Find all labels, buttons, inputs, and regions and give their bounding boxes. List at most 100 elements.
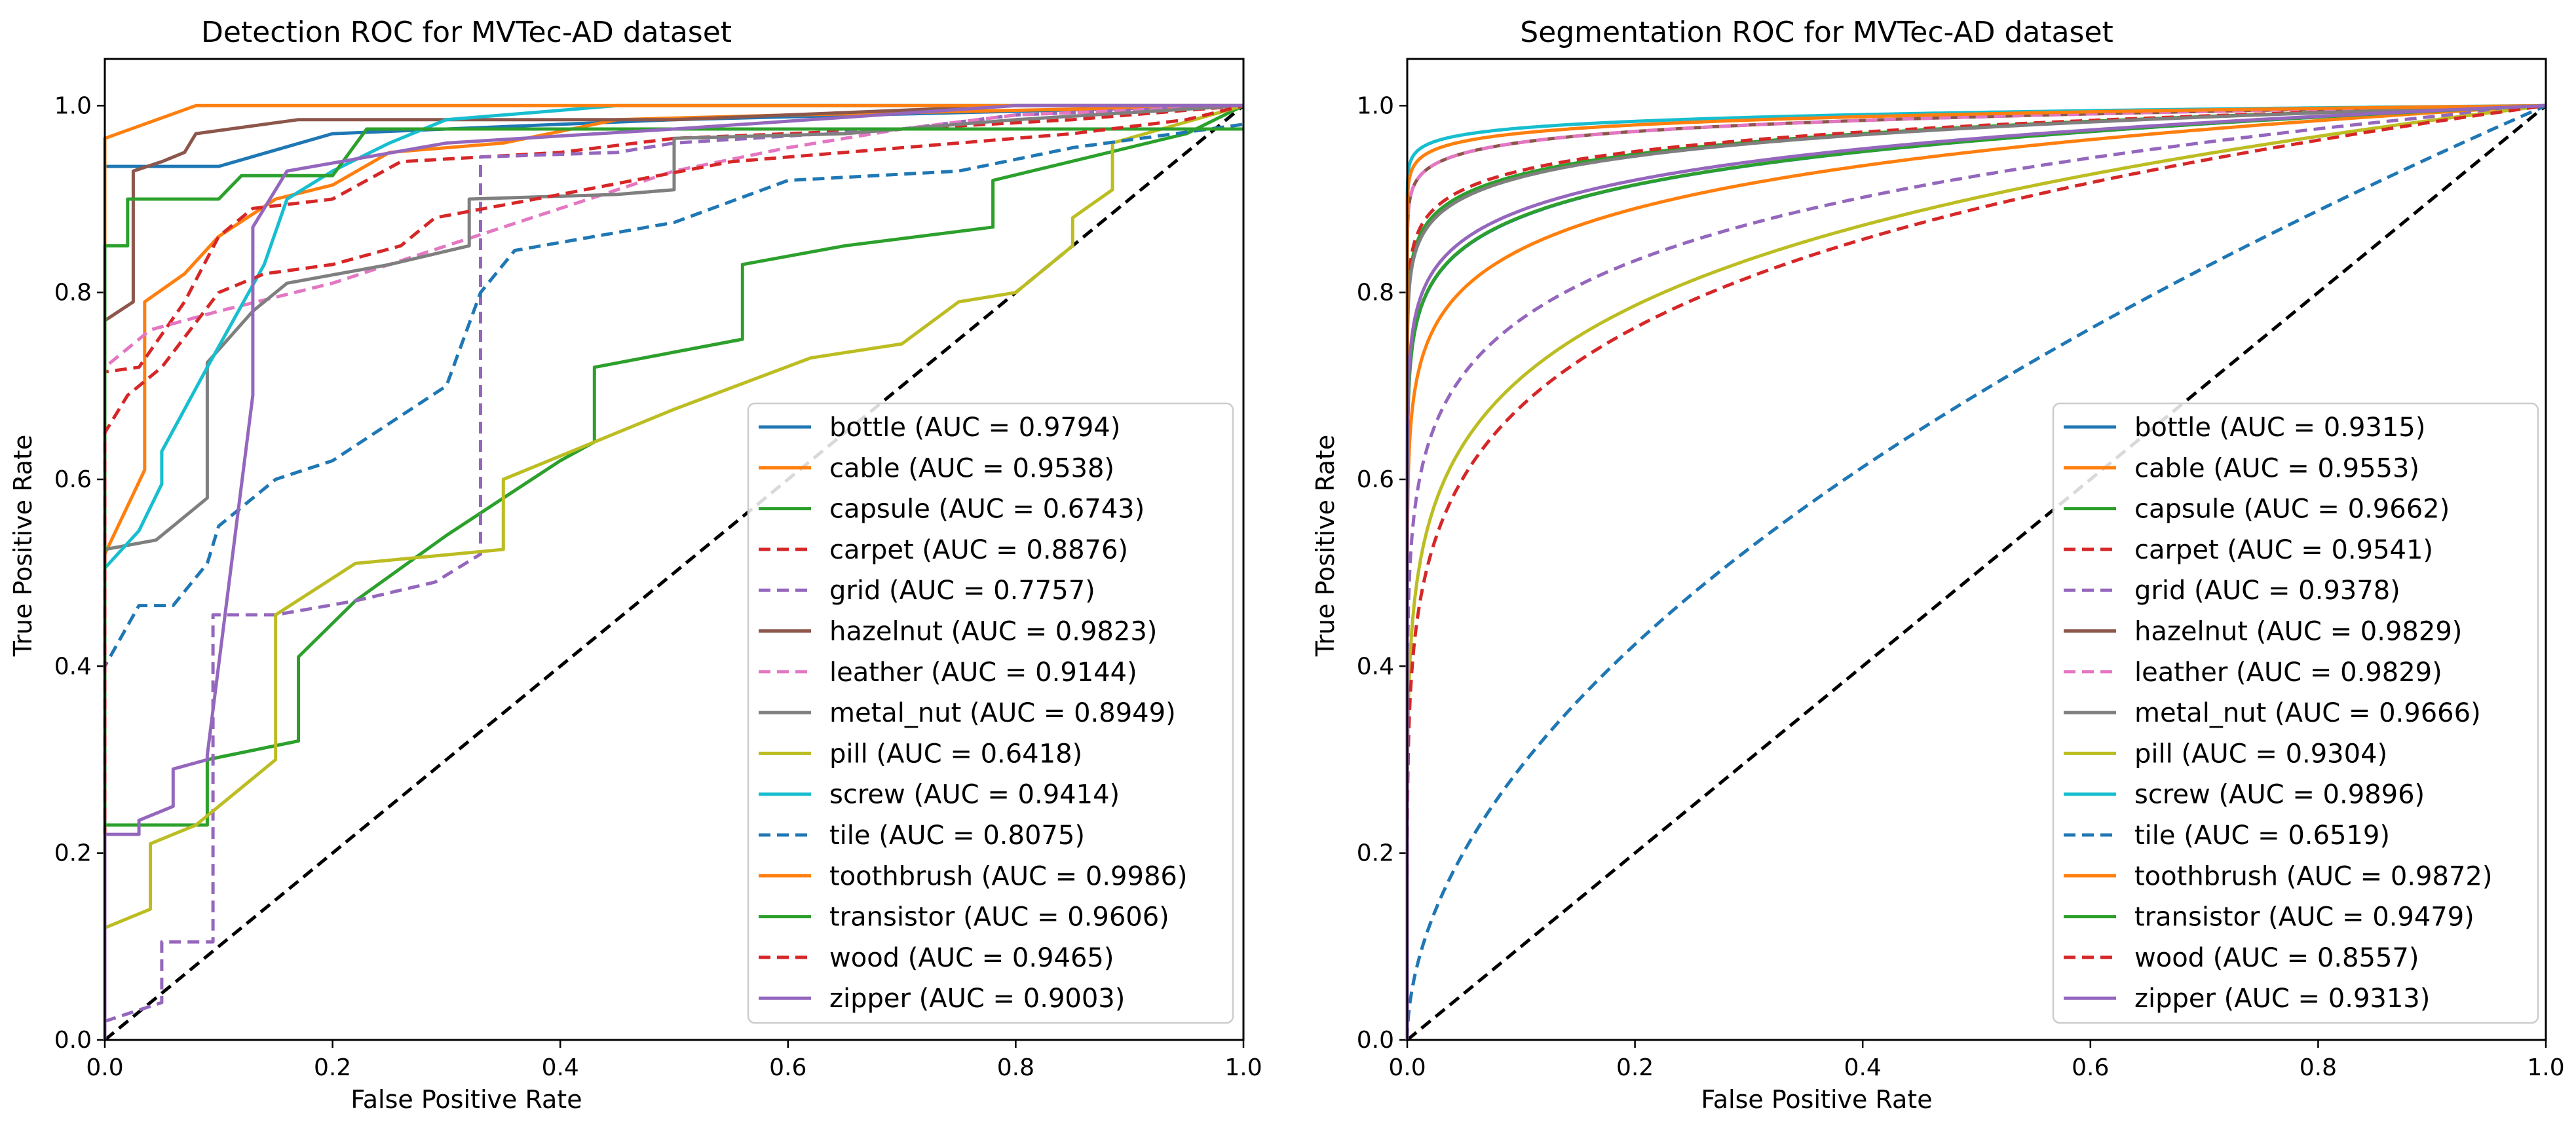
series-line-pill xyxy=(103,103,1244,1040)
series-line-tile xyxy=(1405,104,2547,1042)
legend-label: pill (AUC = 0.6418) xyxy=(829,739,1082,769)
legend-entry-leather: leather (AUC = 0.9829) xyxy=(2064,657,2442,688)
series-line-leather xyxy=(1405,103,2547,1040)
legend-label: carpet (AUC = 0.8876) xyxy=(829,535,1128,565)
legend-label: grid (AUC = 0.9378) xyxy=(2134,576,2400,606)
series-line-tile xyxy=(103,122,1244,1040)
legend-entry-zipper: zipper (AUC = 0.9313) xyxy=(2064,984,2430,1014)
series-line-transistor xyxy=(103,127,1243,1040)
legend-label: tile (AUC = 0.8075) xyxy=(829,821,1085,851)
legend-label: tile (AUC = 0.6519) xyxy=(2134,821,2390,851)
x-tick-label: 0.6 xyxy=(2072,1054,2109,1081)
legend-entry-capsule: capsule (AUC = 0.9662) xyxy=(2064,494,2450,525)
legend-entry-carpet: carpet (AUC = 0.9541) xyxy=(2064,535,2433,565)
segmentation-roc-chart: Segmentation ROC for MVTec-AD dataset Fa… xyxy=(1311,16,2565,1114)
series-line-metal-nut xyxy=(1405,103,2547,1040)
legend-entry-pill: pill (AUC = 0.6418) xyxy=(759,739,1082,769)
legend-label: grid (AUC = 0.7757) xyxy=(829,576,1095,606)
legend-label: transistor (AUC = 0.9606) xyxy=(829,902,1169,933)
chance-diagonal xyxy=(104,104,1245,1041)
legend-label: toothbrush (AUC = 0.9986) xyxy=(829,861,1187,891)
series-line-pill xyxy=(1405,103,2547,1040)
legend-label: transistor (AUC = 0.9479) xyxy=(2134,902,2474,933)
series-line-grid xyxy=(1405,103,2547,1040)
y-tick-label: 0.6 xyxy=(54,466,92,493)
y-tick-label: 0.6 xyxy=(1357,466,1394,493)
plot-frame xyxy=(104,58,1245,1041)
legend-entry-cable: cable (AUC = 0.9553) xyxy=(2064,453,2419,483)
legend-label: wood (AUC = 0.8557) xyxy=(2134,943,2419,973)
legend-label: hazelnut (AUC = 0.9829) xyxy=(2134,617,2462,647)
y-axis-label: True Positive Rate xyxy=(1311,435,1340,657)
legend-entry-metal-nut: metal_nut (AUC = 0.9666) xyxy=(2064,698,2481,728)
x-tick-label: 0.6 xyxy=(769,1054,806,1081)
series-line-carpet xyxy=(1405,103,2547,1040)
legend-entry-screw: screw (AUC = 0.9414) xyxy=(759,780,1120,810)
y-tick-label: 0.0 xyxy=(54,1027,92,1054)
x-tick-label: 0.2 xyxy=(314,1054,351,1081)
legend-entry-toothbrush: toothbrush (AUC = 0.9986) xyxy=(759,861,1187,891)
legend-label: leather (AUC = 0.9829) xyxy=(2134,657,2442,688)
legend-entry-wood: wood (AUC = 0.9465) xyxy=(759,943,1114,973)
legend: bottle (AUC = 0.9794) cable (AUC = 0.9538… xyxy=(747,402,1234,1024)
legend-entry-bottle: bottle (AUC = 0.9794) xyxy=(759,413,1120,443)
detection-roc-chart: Detection ROC for MVTec-AD dataset False… xyxy=(9,16,1262,1114)
chance-diagonal xyxy=(1406,104,2547,1041)
series-lines xyxy=(1405,103,2547,1042)
legend: bottle (AUC = 0.9315) cable (AUC = 0.9553… xyxy=(2052,402,2539,1024)
x-tick-label: 0.8 xyxy=(997,1054,1034,1081)
legend-entry-capsule: capsule (AUC = 0.6743) xyxy=(759,494,1145,525)
legend-entry-grid: grid (AUC = 0.9378) xyxy=(2064,576,2400,606)
legend-box xyxy=(747,402,1234,1024)
chart-title: Detection ROC for MVTec-AD dataset xyxy=(201,16,732,49)
x-tick-label: 0.0 xyxy=(1388,1054,1426,1081)
series-line-toothbrush xyxy=(1405,103,2547,1040)
axis-ticks: 0.0 0.2 0.4 0.6 0.8 1.0 0.0 0.2 0.4 0.6 0.8 1.0 xyxy=(1357,92,2565,1081)
legend-label: cable (AUC = 0.9538) xyxy=(829,453,1114,483)
series-line-screw xyxy=(103,103,1243,1040)
legend-entry-zipper: zipper (AUC = 0.9003) xyxy=(759,984,1125,1014)
legend-entry-bottle: bottle (AUC = 0.9315) xyxy=(2064,413,2425,443)
legend-entry-toothbrush: toothbrush (AUC = 0.9872) xyxy=(2064,861,2492,891)
x-tick-label: 0.2 xyxy=(1616,1054,1654,1081)
legend-label: bottle (AUC = 0.9794) xyxy=(829,413,1120,443)
legend-entry-hazelnut: hazelnut (AUC = 0.9829) xyxy=(2064,617,2462,647)
y-tick-label: 1.0 xyxy=(54,92,92,119)
y-tick-label: 1.0 xyxy=(1357,92,1394,119)
legend-entry-screw: screw (AUC = 0.9896) xyxy=(2064,780,2425,810)
x-tick-label: 1.0 xyxy=(1224,1054,1262,1081)
y-tick-label: 0.0 xyxy=(1357,1027,1394,1054)
series-line-zipper xyxy=(103,103,1243,1040)
y-axis-label: True Positive Rate xyxy=(9,435,37,657)
legend-entry-metal-nut: metal_nut (AUC = 0.8949) xyxy=(759,698,1176,728)
legend-entry-carpet: carpet (AUC = 0.8876) xyxy=(759,535,1128,565)
legend-label: leather (AUC = 0.9144) xyxy=(829,657,1137,688)
legend-label: metal_nut (AUC = 0.9666) xyxy=(2134,698,2481,728)
legend-label: carpet (AUC = 0.9541) xyxy=(2134,535,2433,565)
x-axis-label: False Positive Rate xyxy=(350,1085,582,1114)
legend-label: toothbrush (AUC = 0.9872) xyxy=(2134,861,2492,891)
legend-entry-tile: tile (AUC = 0.6519) xyxy=(2064,821,2390,851)
legend-label: bottle (AUC = 0.9315) xyxy=(2134,413,2425,443)
series-line-metal-nut xyxy=(103,103,1244,1040)
series-line-zipper xyxy=(1405,103,2547,1040)
legend-entry-hazelnut: hazelnut (AUC = 0.9823) xyxy=(759,617,1157,647)
series-line-wood xyxy=(1405,103,2547,1040)
series-line-hazelnut xyxy=(103,103,1243,1040)
series-lines xyxy=(103,103,1245,1040)
series-line-cable xyxy=(1405,103,2547,1040)
plot-frame xyxy=(1406,58,2547,1041)
legend-box xyxy=(2052,402,2539,1024)
x-tick-label: 0.4 xyxy=(542,1054,579,1081)
axis-ticks: 0.0 0.2 0.4 0.6 0.8 1.0 0.0 0.2 0.4 0.6 0.8 1.0 xyxy=(54,92,1262,1081)
legend-label: cable (AUC = 0.9553) xyxy=(2134,453,2419,483)
legend-label: capsule (AUC = 0.9662) xyxy=(2134,494,2450,525)
series-line-grid xyxy=(103,103,1244,1040)
legend-entry-cable: cable (AUC = 0.9538) xyxy=(759,453,1114,483)
series-line-wood xyxy=(103,103,1244,1040)
legend-entry-tile: tile (AUC = 0.8075) xyxy=(759,821,1085,851)
legend-label: screw (AUC = 0.9414) xyxy=(829,780,1120,810)
x-tick-label: 0.4 xyxy=(1844,1054,1882,1081)
y-tick-label: 0.4 xyxy=(1357,653,1394,680)
y-tick-label: 0.4 xyxy=(54,653,92,680)
